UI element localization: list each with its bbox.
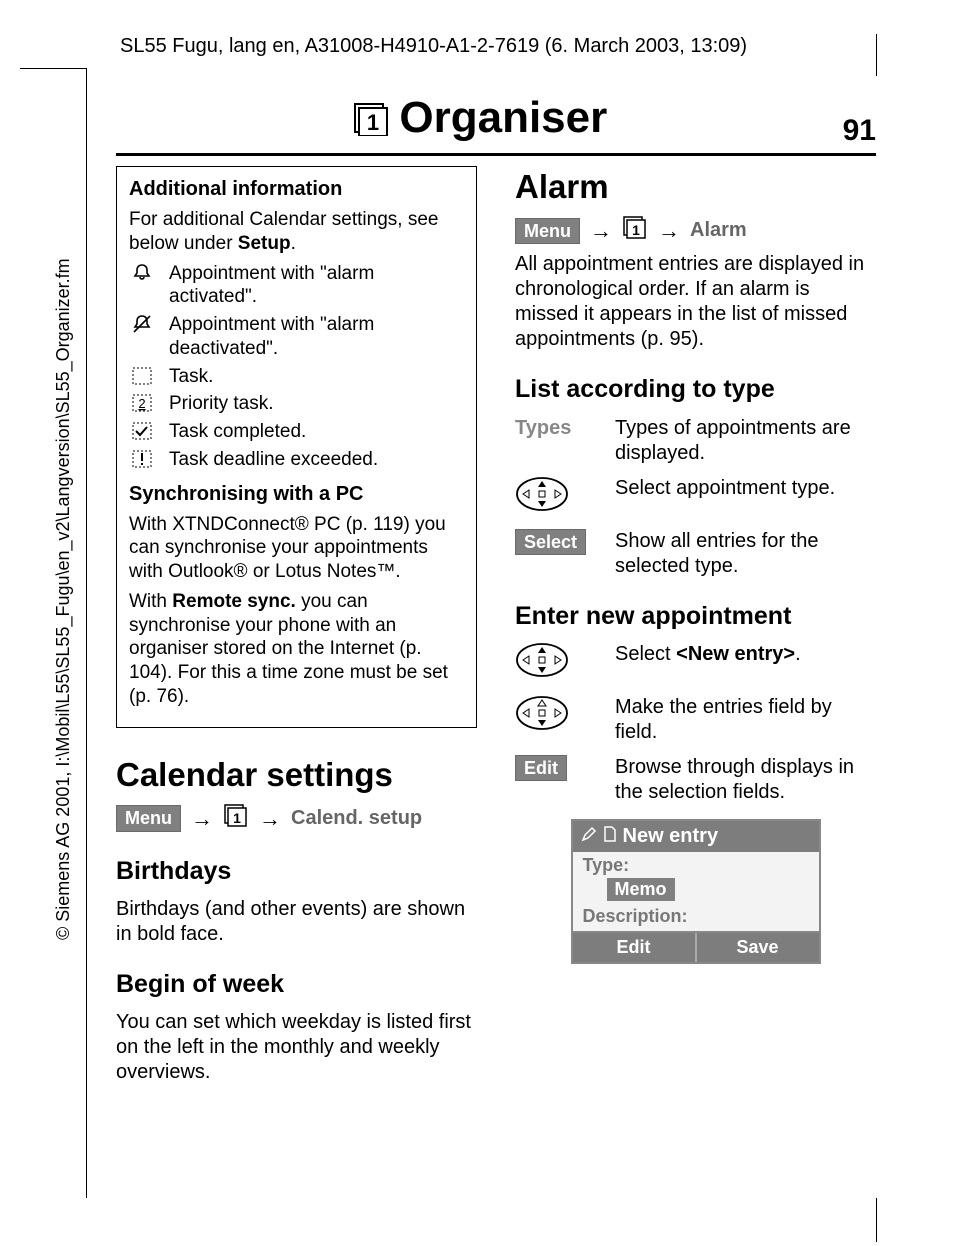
menu-chip[interactable]: Menu [116, 805, 181, 832]
navkey-icon [515, 476, 593, 519]
info-box: Additional information For additional Ca… [116, 166, 477, 728]
begin-of-week-heading: Begin of week [116, 969, 477, 1000]
phone-type-label: Type: [583, 854, 809, 877]
icon-row-alarm-off: Appointment with "alarm deactivated". [129, 313, 464, 361]
left-column: Additional information For additional Ca… [116, 166, 477, 1091]
select-softkey[interactable]: Select [515, 529, 586, 556]
organiser-small-icon: 1 [622, 215, 648, 246]
types-desc: Types of appointments are displayed. [615, 416, 876, 466]
birthdays-heading: Birthdays [116, 856, 477, 887]
bell-off-icon [129, 313, 155, 335]
pencil-icon [581, 824, 597, 849]
navkey-outline-icon [515, 695, 593, 738]
exclaim-icon [129, 448, 155, 470]
phone-mock-body: Type: Memo Description: [573, 852, 819, 932]
edit-softkey[interactable]: Edit [515, 755, 567, 782]
icon-row-task: Task. [129, 365, 464, 389]
begin-of-week-text: You can set which weekday is listed firs… [116, 1010, 477, 1085]
svg-text:2: 2 [138, 396, 145, 411]
icon-row-label: Task deadline exceeded. [169, 448, 378, 472]
setup-link: Setup [238, 233, 291, 254]
make-entries-desc: Make the entries field by field. [615, 695, 876, 745]
copyright-footer: © Siemens AG 2001, I:\Mobil\L55\SL55_Fug… [52, 258, 75, 940]
arrow-icon: → [191, 805, 213, 833]
crop-mark-vline-right [876, 34, 877, 76]
icon-row-label: Task. [169, 365, 213, 389]
organiser-small-icon: 1 [223, 803, 249, 834]
list-type-heading: List according to type [515, 374, 876, 405]
remote-sync-link: Remote sync. [172, 591, 296, 612]
page-title-text: Organiser [399, 93, 607, 142]
icon-row-label: Task completed. [169, 420, 306, 444]
icon-row-completed: Task completed. [129, 420, 464, 444]
enter-new-heading: Enter new appointment [515, 601, 876, 632]
task-icon [129, 365, 155, 387]
make-entries-row: Make the entries field by field. [515, 695, 876, 745]
select-row: Select Show all entries for the selected… [515, 529, 876, 579]
check-icon [129, 420, 155, 442]
nav-path-calendar: Menu → 1 → Calend. setup [116, 803, 477, 834]
phone-mock-titlebar: New entry [573, 821, 819, 852]
new-entry-desc: Select <New entry>. [615, 642, 876, 667]
alarm-intro: All appointment entries are displayed in… [515, 252, 876, 352]
icon-list: Appointment with "alarm activated". Appo… [129, 262, 464, 472]
phone-mock-softkeys: Edit Save [573, 931, 819, 962]
select-desc: Show all entries for the selected type. [615, 529, 876, 579]
sync-heading: Synchronising with a PC [129, 482, 464, 507]
page-number: 91 [843, 112, 876, 150]
infobox-intro: For additional Calendar settings, see be… [129, 208, 464, 256]
svg-text:1: 1 [632, 222, 640, 238]
page-title: 1 Organiser [116, 90, 843, 149]
icon-row-label: Appointment with "alarm activated". [169, 262, 464, 310]
infobox-heading: Additional information [129, 177, 464, 202]
nav-dest: Alarm [690, 218, 747, 243]
arrow-icon: → [590, 217, 612, 245]
arrow-icon: → [259, 805, 281, 833]
doc-icon [603, 824, 617, 849]
page-title-row: 1 Organiser 91 [116, 90, 876, 156]
icon-row-alarm-on: Appointment with "alarm activated". [129, 262, 464, 310]
phone-mock: New entry Type: Memo Description: Edit S… [571, 819, 821, 964]
sync-p1: With XTNDConnect® PC (p. 119) you can sy… [129, 513, 464, 584]
types-row: Types Types of appointments are displaye… [515, 416, 876, 466]
phone-desc-label: Description: [583, 905, 809, 928]
nav-dest: Calend. setup [291, 806, 422, 831]
edit-row: Edit Browse through displays in the sele… [515, 755, 876, 805]
icon-row-label: Appointment with "alarm deactivated". [169, 313, 464, 361]
new-entry-link: <New entry> [676, 643, 795, 665]
select-type-desc: Select appointment type. [615, 476, 876, 501]
new-entry-row: Select <New entry>. [515, 642, 876, 685]
bell-icon [129, 262, 155, 284]
calendar-settings-heading: Calendar settings [116, 754, 477, 795]
phone-soft-right[interactable]: Save [695, 933, 819, 962]
svg-text:1: 1 [367, 110, 379, 135]
icon-row-deadline: Task deadline exceeded. [129, 448, 464, 472]
svg-text:1: 1 [233, 810, 241, 826]
birthdays-text: Birthdays (and other events) are shown i… [116, 897, 477, 947]
right-column: Alarm Menu → 1 → Alarm All appointment e… [515, 166, 876, 1091]
phone-mock-title: New entry [623, 824, 719, 849]
navkey-icon [515, 642, 593, 685]
nav-select-type-row: Select appointment type. [515, 476, 876, 519]
types-label: Types [515, 416, 593, 441]
alarm-heading: Alarm [515, 166, 876, 207]
icon-row-priority: 2 Priority task. [129, 392, 464, 416]
edit-desc: Browse through displays in the selection… [615, 755, 876, 805]
sync-p2: With Remote sync. you can synchronise yo… [129, 590, 464, 709]
arrow-icon: → [658, 217, 680, 245]
phone-soft-left[interactable]: Edit [573, 933, 695, 962]
priority-task-icon: 2 [129, 392, 155, 414]
menu-chip[interactable]: Menu [515, 218, 580, 245]
icon-row-label: Priority task. [169, 392, 274, 416]
crop-mark-tick-left [20, 68, 86, 69]
header-meta: SL55 Fugu, lang en, A31008-H4910-A1-2-76… [120, 34, 747, 59]
nav-path-alarm: Menu → 1 → Alarm [515, 215, 876, 246]
phone-type-value[interactable]: Memo [607, 878, 675, 901]
crop-mark-vline-left [86, 68, 87, 1198]
crop-mark-vline-br [876, 1198, 877, 1242]
organiser-icon: 1 [351, 94, 391, 149]
